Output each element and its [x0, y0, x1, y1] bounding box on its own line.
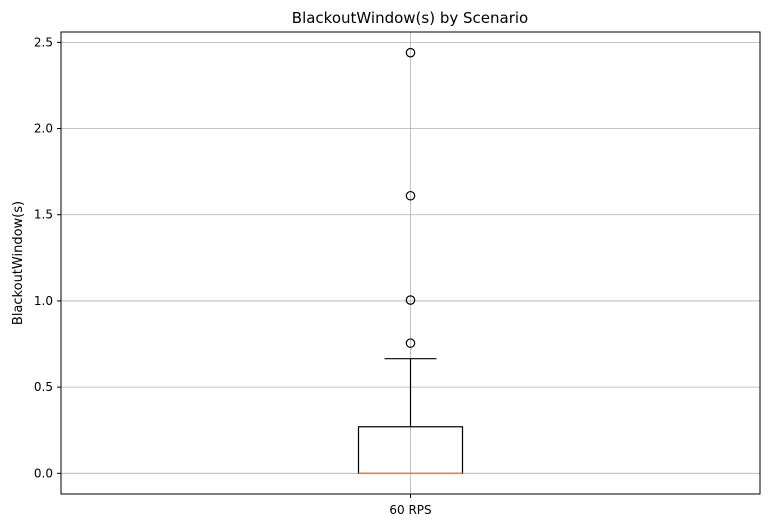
y-tick-label: 2.0 — [34, 122, 53, 136]
outlier-point — [405, 47, 416, 58]
outlier-point — [405, 338, 416, 348]
outlier-point — [405, 190, 416, 201]
y-axis-label: BlackoutWindow(s) — [11, 201, 26, 325]
y-tick-label: 1.5 — [34, 208, 53, 222]
chart-title: BlackoutWindow(s) by Scenario — [292, 9, 528, 27]
outlier-point — [405, 295, 416, 305]
box-elements — [357, 47, 464, 475]
x-tick-label: 60 RPS — [389, 503, 431, 517]
grid-lines — [61, 32, 760, 494]
y-tick-label: 1.0 — [34, 294, 53, 308]
y-tick-label: 0.0 — [34, 466, 53, 480]
tick-marks: 0.0 0.5 1.0 1.5 2.0 2.5 60 RPS — [34, 35, 432, 517]
y-tick-label: 2.5 — [34, 35, 53, 49]
y-tick-label: 0.5 — [34, 380, 53, 394]
